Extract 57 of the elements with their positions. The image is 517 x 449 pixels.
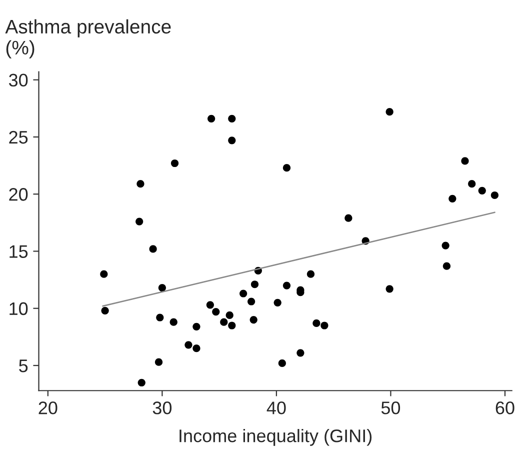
point — [136, 218, 144, 226]
point — [170, 318, 178, 326]
point — [228, 322, 236, 330]
point — [208, 114, 216, 122]
point — [220, 318, 228, 326]
y-tick-label: 20 — [9, 188, 28, 201]
point — [158, 284, 166, 292]
point — [274, 298, 282, 306]
point — [228, 136, 236, 144]
point — [478, 186, 486, 194]
point — [442, 242, 450, 250]
point — [306, 270, 315, 278]
y-tick-label: 5 — [19, 360, 28, 372]
point — [184, 341, 192, 349]
point — [170, 159, 179, 168]
point — [240, 290, 248, 298]
point — [100, 270, 108, 278]
point — [101, 306, 109, 314]
point — [278, 359, 286, 368]
x-tick-label: 30 — [152, 402, 172, 414]
point — [468, 180, 476, 188]
x-tick-label: 20 — [38, 402, 58, 414]
point — [154, 358, 163, 366]
point — [248, 298, 256, 306]
point — [149, 245, 157, 253]
point — [156, 314, 164, 322]
point — [250, 280, 259, 288]
point — [206, 301, 214, 309]
point — [282, 282, 291, 290]
point — [138, 378, 146, 386]
point — [448, 194, 456, 202]
point — [386, 285, 394, 293]
x-tick-label: 50 — [381, 402, 400, 414]
point — [442, 262, 450, 270]
point — [192, 322, 200, 330]
y-tick-label: 10 — [10, 302, 28, 316]
point — [386, 108, 394, 116]
y-tick-label: 25 — [9, 130, 28, 144]
y-tick-label: 30 — [8, 74, 28, 87]
point — [490, 191, 498, 200]
point — [136, 180, 144, 188]
point — [226, 311, 234, 320]
x-axis-title: Income inequality (GINI) — [180, 428, 372, 446]
point — [461, 157, 469, 165]
x-tick-label: 40 — [266, 402, 286, 414]
point — [212, 308, 220, 316]
point — [296, 349, 304, 357]
x-tick-label: 60 — [496, 402, 514, 414]
point — [250, 316, 258, 324]
point — [320, 322, 328, 330]
point — [228, 114, 236, 122]
y-tick-label: 15 — [10, 245, 28, 258]
point — [282, 164, 291, 172]
point — [312, 319, 320, 328]
y-axis-title: Asthma prevalence (%) — [5, 19, 171, 58]
point — [344, 214, 352, 222]
point — [192, 344, 200, 352]
